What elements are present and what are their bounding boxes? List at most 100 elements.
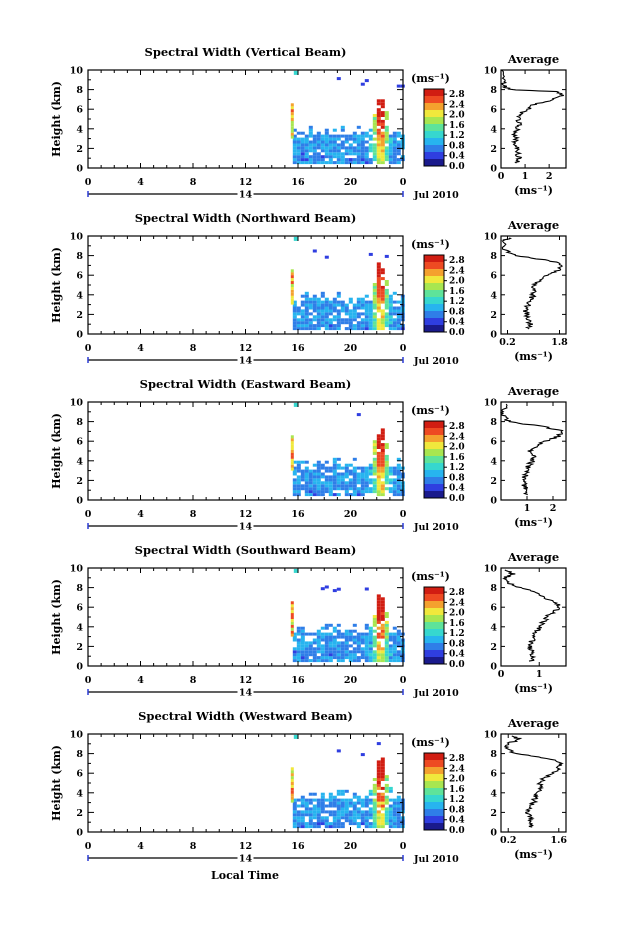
heatmap-cell [344, 303, 349, 307]
heatmap-cell [290, 289, 294, 293]
heatmap-cell [380, 309, 385, 313]
heatmap-cell [352, 819, 357, 823]
heatmap-cell [324, 626, 329, 630]
heatmap-cell [396, 143, 401, 147]
heatmap-cell [376, 632, 381, 636]
heatmap-cell [372, 288, 377, 292]
heatmap-cell [376, 285, 381, 289]
heatmap-cell [320, 807, 325, 811]
heatmap-cell [376, 294, 381, 298]
heatmap-cell [332, 644, 337, 648]
heatmap-cell [352, 149, 357, 153]
colorbar-tick-label: 0.8 [449, 639, 465, 649]
colorbar-swatch [424, 421, 444, 429]
heatmap-cell [392, 819, 397, 823]
heatmap-cell [328, 158, 333, 162]
heatmap-cell [376, 825, 381, 829]
heatmap-cell [396, 309, 401, 313]
heatmap-cell [376, 288, 381, 292]
heatmap-cell [356, 635, 361, 639]
colorbar-tick-label: 1.2 [449, 131, 465, 141]
heatmap-cell [388, 656, 393, 660]
heatmap-cell [292, 155, 297, 159]
heatmap-cell [356, 312, 361, 316]
heatmap-cell [388, 659, 393, 663]
average-profile-line [499, 403, 564, 496]
heatmap-cell [388, 300, 393, 304]
heatmap-cell [348, 137, 353, 141]
heatmap-cell [380, 757, 385, 761]
heatmap-cell [300, 825, 305, 829]
average-y-tick-label: 8 [490, 85, 497, 96]
heatmap-cell [296, 146, 301, 150]
heatmap-cell [396, 318, 401, 322]
heatmap-cell [388, 478, 393, 482]
heatmap-cell [344, 650, 349, 654]
heatmap-cell [380, 822, 385, 826]
heatmap-cell [324, 623, 329, 627]
heatmap-cell [376, 271, 381, 275]
heatmap-cell [296, 825, 301, 829]
heatmap-cell [300, 324, 305, 328]
heatmap-cell [360, 801, 365, 805]
heatmap-cell [384, 659, 389, 663]
heatmap-cell [396, 650, 401, 654]
heatmap-cell [300, 460, 305, 464]
average-y-tick-label: 4 [490, 788, 497, 799]
colorbar-swatch [424, 774, 444, 782]
heatmap-cell [340, 128, 345, 132]
heatmap-cell [376, 111, 381, 115]
heatmap-cell [296, 816, 301, 820]
heatmap-cell [304, 653, 309, 657]
colorbar-tick-label: 0.8 [449, 307, 465, 317]
heatmap-cell [324, 656, 329, 660]
heatmap-cell [320, 822, 325, 826]
heatmap-cell [384, 460, 389, 464]
heatmap-cell [380, 102, 385, 106]
heatmap-cell [332, 143, 337, 147]
heatmap-cell [380, 795, 385, 799]
heatmap-cell [356, 659, 361, 663]
heatmap-cell [376, 597, 381, 601]
x-tick-label: 0 [400, 343, 407, 354]
heatmap-cell [368, 647, 373, 651]
heatmap-cell [292, 816, 297, 820]
heatmap-cell [348, 653, 353, 657]
heatmap-cell [328, 792, 333, 796]
heatmap-cell [368, 635, 373, 639]
heatmap-cell [312, 481, 317, 485]
heatmap-cell [304, 321, 309, 325]
heatmap-cell [356, 487, 361, 491]
heatmap-cell [340, 155, 345, 159]
heatmap-cell [300, 632, 305, 636]
heatmap-cell [304, 306, 309, 310]
heatmap-cell [376, 644, 381, 648]
heatmap-cell [292, 137, 297, 141]
heatmap-cell [304, 146, 309, 150]
date-label: Jul 2010 [413, 356, 459, 367]
heatmap-cell [388, 466, 393, 470]
heatmap-cell [380, 155, 385, 159]
heatmap-cell [372, 146, 377, 150]
heatmap-cell [300, 137, 305, 141]
heatmap-cell [316, 481, 321, 485]
heatmap-cell [328, 493, 333, 497]
heatmap-cell [336, 300, 341, 304]
heatmap-cell [328, 469, 333, 473]
heatmap-cell [396, 149, 401, 153]
heatmap-cell [380, 493, 385, 497]
heatmap-cell [376, 457, 381, 461]
heatmap-cell [336, 635, 341, 639]
heatmap-cell [396, 798, 401, 802]
heatmap-cell [388, 306, 393, 310]
colorbar-tick-label: 2.4 [449, 764, 465, 774]
heatmap-cell [356, 807, 361, 811]
heatmap-cell [376, 291, 381, 295]
heatmap-cell [300, 816, 305, 820]
heatmap-cell [316, 300, 321, 304]
heatmap-cell [372, 653, 377, 657]
heatmap-cell [332, 128, 337, 132]
heatmap-cell [312, 638, 317, 642]
heatmap-cell [328, 321, 333, 325]
heatmap-cell [332, 315, 337, 319]
